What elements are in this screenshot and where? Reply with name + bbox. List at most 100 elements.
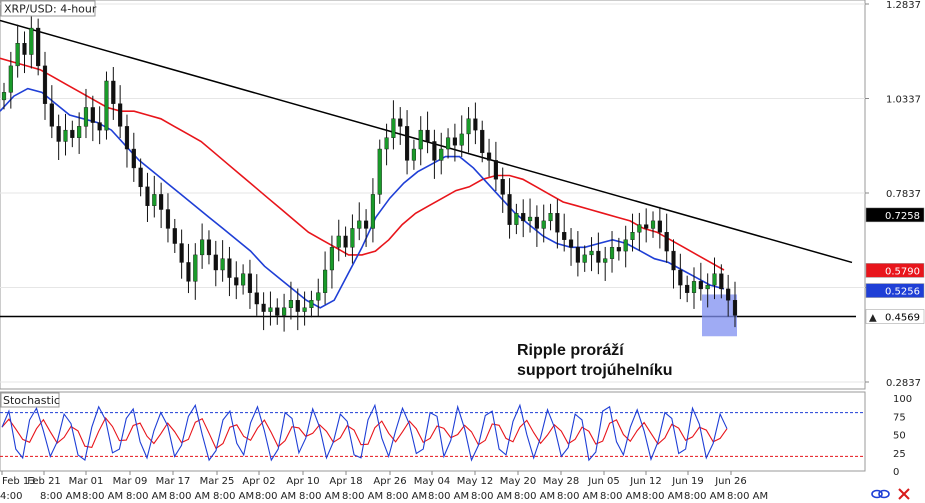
x-time-label: 8:00 AM — [40, 491, 81, 502]
candle-body — [268, 307, 273, 312]
candle-body — [70, 129, 75, 138]
candle-body — [671, 250, 676, 271]
price-candles — [1, 11, 738, 332]
candle-body — [63, 129, 68, 142]
x-time-label: 8:00 AM — [342, 491, 383, 502]
stochastic-title-box — [0, 392, 60, 408]
stochastic-k-line — [1, 403, 728, 462]
x-date-label: Apr 02 — [242, 476, 275, 487]
candle-body — [254, 292, 259, 305]
price-tag-box — [865, 283, 925, 298]
stochastic-tick-label: 75 — [893, 412, 906, 423]
candle-body — [138, 167, 143, 188]
candle-body — [630, 231, 635, 240]
x-time-label: 4:00 — [0, 491, 22, 502]
candle-body — [90, 107, 95, 123]
x-time-label: 8:00 AM — [684, 491, 725, 502]
x-time-label: 8:00 AM — [642, 491, 683, 502]
close-icon[interactable] — [898, 488, 910, 500]
candle-body — [193, 254, 198, 282]
candle-body — [118, 103, 123, 127]
y-tick-label: 0.2837 — [886, 378, 921, 389]
candle-body — [377, 148, 382, 195]
candle-body — [678, 269, 683, 286]
candle-body — [705, 284, 710, 290]
price-tags: 0.7258 0.5790 0.5256 0.4569 ▲ — [865, 207, 925, 324]
candle-body — [77, 126, 82, 138]
candle-body — [664, 231, 669, 252]
candle-body — [111, 80, 116, 104]
candle-body — [445, 137, 451, 150]
candle-body — [691, 281, 697, 293]
price-tag-box — [865, 309, 925, 324]
candle-body — [309, 300, 314, 308]
chart-title: XRP/USD: 4-hour — [4, 3, 97, 16]
price-panel-frame — [0, 0, 866, 390]
candle-body — [548, 213, 553, 222]
candle-body — [568, 239, 574, 248]
candle-body — [657, 220, 662, 233]
x-date-label: May 04 — [414, 476, 451, 487]
candle-body — [227, 258, 232, 278]
x-time-label: 8:00 AM — [255, 491, 296, 502]
x-date-label: Jun 19 — [671, 476, 704, 487]
price-tag-box — [865, 207, 925, 223]
y-tick-label: 1.2837 — [886, 0, 921, 11]
link-icon[interactable] — [871, 489, 890, 499]
x-time-label: 8:00 AM — [213, 491, 254, 502]
candle-body — [15, 42, 20, 67]
chart-title-box — [0, 0, 96, 17]
candle-body — [398, 118, 403, 127]
candle-body — [131, 148, 136, 169]
candle-body — [295, 300, 300, 312]
stochastic-tick-label: 50 — [893, 431, 906, 442]
candle-body — [275, 307, 280, 316]
x-date-label: Mar 01 — [69, 476, 104, 487]
x-date-label: Apr 18 — [329, 476, 362, 487]
candle-body — [562, 231, 567, 240]
last-price-marker: ▲ — [869, 313, 877, 324]
candle-body — [473, 118, 478, 131]
x-time-label: 8:00 AM — [514, 491, 555, 502]
candle-body — [616, 247, 621, 252]
candle-body — [650, 220, 656, 229]
candle-body — [575, 247, 580, 263]
price-tag-box — [865, 263, 925, 278]
candle-body — [357, 220, 362, 229]
candle-body — [206, 239, 212, 256]
candle-body — [432, 141, 437, 161]
candle-body — [8, 65, 13, 93]
x-date-label: Jun 05 — [587, 476, 620, 487]
candle-body — [623, 239, 628, 252]
candle-body — [596, 250, 601, 263]
candle-body — [200, 239, 205, 256]
x-date-label: May 12 — [457, 476, 494, 487]
candle-body — [234, 277, 239, 286]
candle-body — [555, 213, 560, 233]
x-time-label: 8:00 AM — [169, 491, 210, 502]
candle-body — [685, 284, 690, 293]
candle-body — [220, 258, 225, 271]
candle-body — [42, 65, 48, 104]
candle-body — [582, 254, 587, 263]
candle-body — [83, 107, 89, 127]
x-date-label: Mar 09 — [113, 476, 148, 487]
x-date-label: Jun 26 — [714, 476, 747, 487]
candle-body — [29, 27, 34, 55]
candle-body — [329, 247, 335, 271]
candle-body — [404, 126, 410, 161]
candle-body — [288, 300, 294, 308]
x-date-label: May 28 — [543, 476, 580, 487]
candle-body — [104, 80, 109, 131]
candle-body — [172, 228, 177, 244]
candle-body — [350, 228, 355, 248]
candle-body — [391, 118, 396, 138]
candle-body — [507, 194, 512, 225]
stochastic-tick-label: 100 — [893, 394, 912, 405]
candle-body — [726, 288, 731, 301]
candle-body — [480, 129, 485, 154]
candle-body — [411, 148, 416, 161]
